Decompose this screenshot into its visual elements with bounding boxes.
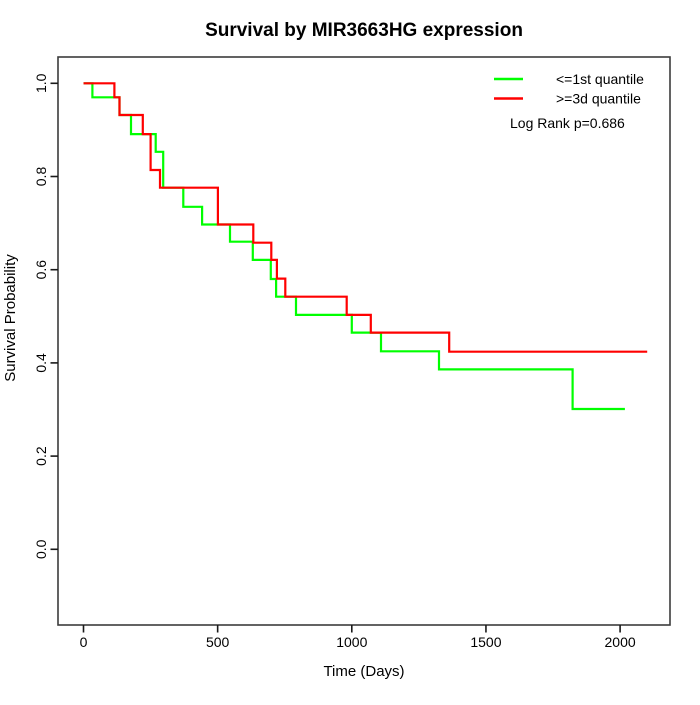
y-axis-tick-label: 0.4 xyxy=(33,353,49,373)
y-axis-tick-label: 0.2 xyxy=(33,446,49,466)
x-axis-tick-label: 1500 xyxy=(470,634,501,650)
legend-label-first-quantile: <=1st quantile xyxy=(556,71,644,87)
legend-label-third-quantile: >=3d quantile xyxy=(556,91,641,107)
y-axis-tick-label: 0.0 xyxy=(33,539,49,559)
x-axis-tick-label: 2000 xyxy=(605,634,636,650)
x-axis-tick-label: 500 xyxy=(206,634,230,650)
plot-border xyxy=(57,56,671,626)
log-rank-annotation: Log Rank p=0.686 xyxy=(510,115,625,131)
x-axis-label: Time (Days) xyxy=(323,663,404,680)
chart-title: Survival by MIR3663HG expression xyxy=(205,20,523,41)
x-axis-tick-label: 1000 xyxy=(336,634,367,650)
x-axis-tick-label: 0 xyxy=(80,634,88,650)
y-axis-tick-label: 0.6 xyxy=(33,260,49,280)
x-axis: 0 500 1000 1500 2000 xyxy=(80,625,636,650)
y-axis-tick-label: 1.0 xyxy=(33,73,49,93)
y-axis-tick-label: 0.8 xyxy=(33,167,49,187)
km-curve-third-quantile xyxy=(83,82,648,353)
km-curve-first-quantile xyxy=(83,82,625,411)
y-axis: 0.0 0.2 0.4 0.6 0.8 1.0 xyxy=(33,73,58,559)
legend: <=1st quantile >=3d quantile Log Rank p=… xyxy=(494,71,644,131)
y-axis-label: Survival Probability xyxy=(2,254,19,382)
